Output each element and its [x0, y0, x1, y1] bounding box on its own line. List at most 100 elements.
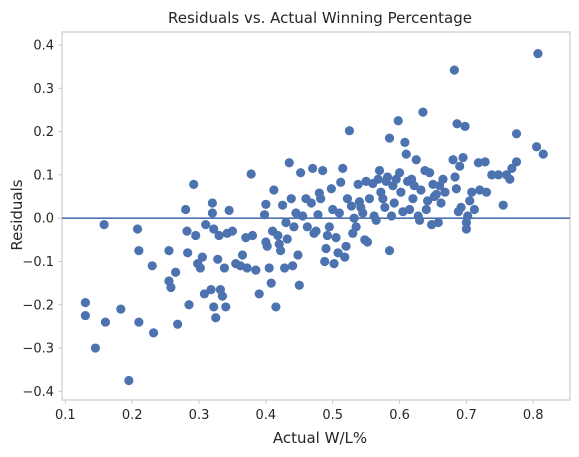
- data-point: [246, 169, 256, 179]
- data-point: [436, 198, 446, 208]
- data-point: [288, 261, 298, 271]
- data-point: [364, 194, 375, 204]
- data-point: [195, 263, 205, 273]
- data-point: [358, 208, 368, 218]
- data-point: [275, 246, 286, 256]
- data-point: [214, 230, 224, 241]
- data-point: [389, 198, 399, 208]
- y-axis: −0.4 −0.3 −0.2 −0.1 0.0 0.1 0.2 0.3 0.4: [22, 38, 62, 400]
- data-point: [324, 222, 334, 232]
- data-point: [318, 165, 328, 176]
- data-point: [334, 208, 344, 218]
- data-point: [80, 310, 90, 321]
- y-tick-label: 0.3: [33, 82, 54, 97]
- data-point: [378, 194, 388, 204]
- data-point: [458, 152, 468, 163]
- x-tick-label: 0.5: [322, 408, 343, 423]
- data-point: [353, 179, 363, 189]
- data-point: [320, 256, 330, 267]
- data-point: [425, 168, 435, 178]
- y-axis-title: Residuals: [8, 179, 26, 250]
- data-point: [262, 241, 272, 251]
- data-point: [507, 163, 517, 173]
- data-point: [340, 252, 350, 262]
- data-point: [217, 291, 228, 301]
- data-point: [306, 198, 316, 208]
- data-point: [449, 65, 459, 75]
- data-point: [197, 252, 207, 262]
- data-point: [277, 200, 288, 210]
- data-point: [463, 211, 473, 221]
- data-point: [456, 202, 466, 212]
- data-point: [346, 201, 357, 211]
- data-point: [374, 165, 385, 176]
- y-tick-label: 0.0: [33, 212, 54, 227]
- data-point: [206, 285, 216, 295]
- data-point: [326, 184, 336, 194]
- data-point: [321, 243, 331, 254]
- x-tick-label: 0.4: [256, 408, 277, 423]
- x-tick-label: 0.1: [55, 408, 76, 423]
- data-point: [461, 224, 471, 234]
- data-point: [511, 157, 522, 167]
- data-point: [132, 224, 143, 234]
- data-point: [386, 211, 397, 221]
- data-point: [411, 155, 421, 165]
- data-point: [308, 163, 318, 173]
- data-point: [282, 234, 292, 244]
- data-point: [213, 254, 223, 264]
- data-point: [487, 170, 497, 180]
- data-point: [511, 129, 522, 139]
- data-point: [266, 278, 276, 288]
- data-point: [433, 217, 443, 228]
- data-point: [242, 263, 252, 273]
- data-point: [90, 343, 101, 353]
- data-point: [373, 174, 383, 184]
- data-point: [99, 220, 109, 230]
- data-point: [333, 248, 343, 258]
- data-point: [134, 317, 144, 327]
- y-tick-label: 0.2: [33, 125, 54, 140]
- data-point: [408, 194, 418, 204]
- data-point: [199, 289, 209, 299]
- y-tick-label: 0.1: [33, 168, 54, 183]
- data-point: [271, 302, 281, 312]
- x-tick-label: 0.2: [122, 408, 143, 423]
- data-point: [401, 149, 411, 159]
- data-point: [124, 375, 134, 386]
- data-point: [450, 172, 460, 182]
- data-point: [173, 319, 183, 329]
- data-point: [316, 194, 326, 204]
- data-point: [465, 196, 475, 206]
- data-point: [329, 259, 339, 269]
- data-point: [452, 119, 462, 129]
- data-point: [331, 233, 341, 243]
- data-point: [181, 204, 191, 215]
- data-point: [289, 222, 299, 232]
- x-tick-label: 0.3: [189, 408, 210, 423]
- data-point: [341, 241, 351, 251]
- data-point: [183, 248, 193, 258]
- data-point: [189, 179, 199, 189]
- data-point: [224, 205, 234, 215]
- data-point: [416, 185, 426, 195]
- data-point: [415, 215, 425, 225]
- data-point: [480, 157, 490, 167]
- y-tick-label: −0.4: [22, 385, 54, 400]
- data-point: [404, 204, 415, 215]
- data-point: [351, 222, 361, 232]
- data-point: [298, 211, 308, 221]
- data-point: [400, 137, 410, 147]
- data-point: [338, 163, 348, 173]
- data-point: [440, 187, 450, 197]
- data-point: [473, 158, 484, 168]
- data-point: [273, 230, 283, 241]
- data-point: [469, 204, 480, 215]
- data-point: [396, 187, 406, 197]
- data-point: [382, 172, 393, 182]
- x-axis-title: Actual W/L%: [273, 429, 367, 447]
- data-point: [451, 184, 461, 194]
- data-point: [431, 189, 441, 199]
- x-tick-label: 0.7: [456, 408, 477, 423]
- data-point: [116, 304, 126, 314]
